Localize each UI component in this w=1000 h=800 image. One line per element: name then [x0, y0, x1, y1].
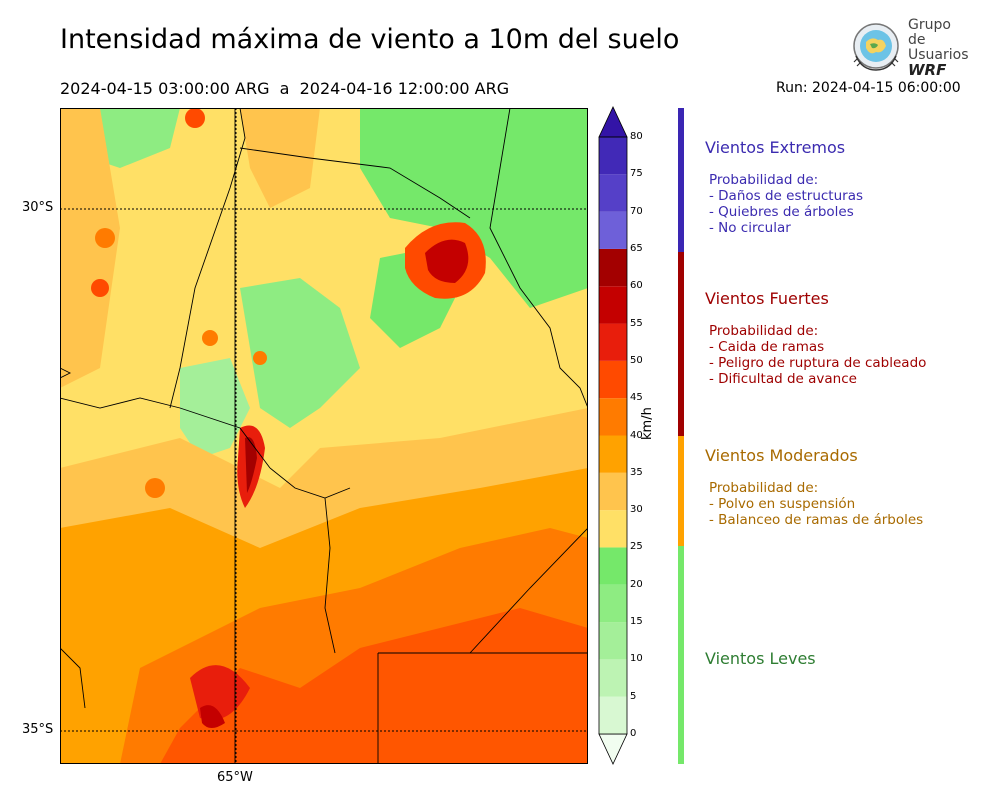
band-extremos [678, 108, 684, 252]
cat-moderados-title: Vientos Moderados [705, 446, 858, 465]
colorbar-tick-45: 45 [630, 392, 643, 404]
band-leves [678, 546, 684, 764]
colorbar-tick-35: 35 [630, 466, 643, 478]
colorbar-segment-75 [599, 137, 627, 175]
logo-line-3: WRF [908, 61, 947, 79]
colorbar-tick-10: 10 [630, 653, 643, 665]
grupo-usuarios-wrf-logo: Grupo de Usuarios WRF [848, 17, 969, 78]
colorbar-segment-50 [599, 323, 627, 361]
colorbar-outline [598, 136, 628, 735]
colorbar-tick-5: 5 [630, 690, 637, 702]
wind-field-svg [60, 108, 588, 764]
colorbar-svg [598, 106, 628, 765]
colorbar-tick-50: 50 [630, 354, 643, 366]
cat-fuertes-desc: Probabilidad de: - Caida de ramas - Peli… [709, 323, 927, 387]
colorbar-segment-5 [599, 659, 627, 697]
band-moderados [678, 436, 684, 546]
colorbar-segment-0 [599, 696, 627, 734]
colorbar-segment-65 [599, 211, 627, 249]
cat-extremos-title: Vientos Extremos [705, 138, 846, 157]
logo-line-2: Usuarios [908, 47, 969, 63]
colorbar-segment-55 [599, 286, 627, 324]
colorbar-segment-30 [599, 472, 627, 511]
logo-line-1: Grupo de [908, 17, 951, 48]
globe-logo-icon [853, 23, 899, 71]
colorbar-tick-55: 55 [630, 317, 643, 329]
cat-fuertes-title: Vientos Fuertes [705, 289, 829, 308]
colorbar-tick-80: 80 [630, 131, 643, 142]
colorbar [598, 100, 628, 770]
cat-leves-title: Vientos Leves [705, 649, 816, 668]
colorbar-segment-60 [599, 248, 627, 287]
colorbar-tick-25: 25 [630, 541, 643, 553]
map-title: Intensidad máxima de viento a 10m del su… [60, 24, 680, 55]
wind-map[interactable] [60, 108, 588, 764]
colorbar-segment-35 [599, 435, 627, 473]
colorbar-tick-0: 0 [630, 728, 637, 739]
lat-label-35s: 35°S [22, 722, 54, 737]
colorbar-segment-15 [599, 584, 627, 623]
colorbar-segment-70 [599, 174, 627, 212]
cat-extremos-desc: Probabilidad de: - Daños de estructuras … [709, 172, 864, 236]
colorbar-segment-10 [599, 622, 627, 660]
colorbar-segment-20 [599, 547, 627, 585]
colorbar-tick-15: 15 [630, 616, 643, 628]
colorbar-tick-65: 65 [630, 242, 643, 254]
colorbar-tick-40: 40 [630, 429, 643, 441]
cat-moderados-desc: Probabilidad de: - Polvo en suspensión -… [709, 480, 924, 528]
colorbar-extend-max [598, 106, 628, 138]
band-fuertes [678, 252, 684, 436]
colorbar-segment-25 [599, 510, 627, 548]
colorbar-tick-75: 75 [630, 168, 643, 180]
colorbar-extend-min [598, 733, 628, 765]
lat-label-30s: 30°S [22, 200, 54, 215]
colorbar-tick-20: 20 [630, 578, 643, 590]
colorbar-tick-30: 30 [630, 504, 643, 516]
run-timestamp: Run: 2024-04-15 06:00:00 [776, 80, 961, 96]
colorbar-unit: km/h [640, 407, 655, 440]
colorbar-segment-40 [599, 398, 627, 436]
lon-label-65w: 65°W [217, 770, 253, 785]
colorbar-segment-45 [599, 360, 627, 399]
colorbar-tick-60: 60 [630, 280, 643, 292]
forecast-period: 2024-04-15 03:00:00 ARG a 2024-04-16 12:… [60, 79, 510, 98]
colorbar-tick-70: 70 [630, 205, 643, 217]
